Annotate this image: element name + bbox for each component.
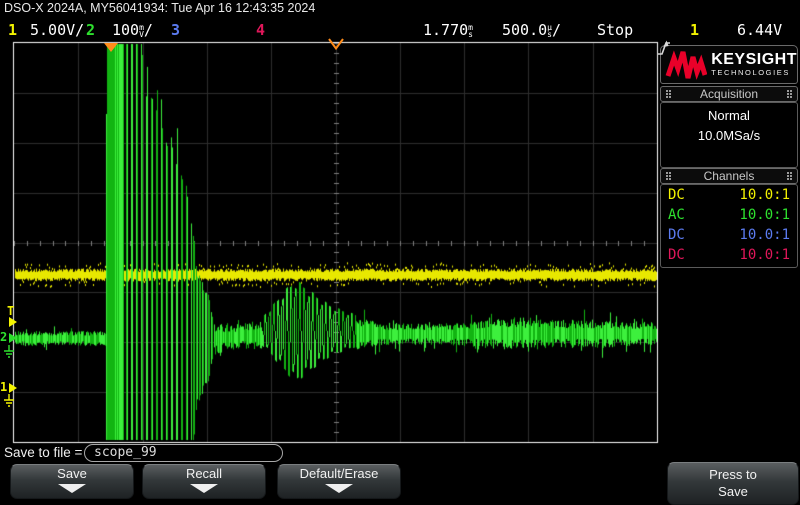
time-reference-marker-icon [328, 38, 344, 51]
ch1-position-arrow-icon [9, 383, 17, 393]
ch4-coupling: DC [668, 247, 685, 263]
default-erase-softkey-label: Default/Erase [299, 466, 379, 481]
trigger-level-label: T [7, 304, 15, 318]
down-arrow-icon [58, 484, 86, 493]
ch2-ground-icon [4, 345, 14, 358]
ch3-coupling: DC [668, 227, 685, 243]
recall-softkey[interactable]: Recall [142, 464, 266, 499]
channel-row-2: AC 10.0:1 [661, 205, 797, 225]
trigger-slope-icon [658, 40, 670, 55]
ch2-coupling: AC [668, 207, 685, 223]
ch1-ground-icon [4, 394, 14, 407]
grip-dots-icon [666, 172, 668, 174]
save-softkey-label: Save [57, 466, 87, 481]
press-to-save-label-line1: Press to [709, 467, 757, 482]
channel-row-1: DC 10.0:1 [661, 185, 797, 205]
trigger-time-marker-icon [104, 43, 118, 52]
acquisition-header: Acquisition [660, 86, 798, 102]
ch3-probe-ratio: 10.0:1 [739, 227, 790, 243]
save-bar: Save to file = scope_99 [0, 443, 800, 463]
down-arrow-icon [325, 484, 353, 493]
channel-row-3: DC 10.0:1 [661, 225, 797, 245]
channels-header-label: Channels [703, 169, 755, 183]
channels-panel: DC 10.0:1 AC 10.0:1 DC 10.0:1 DC 10.0:1 [660, 184, 798, 268]
keysight-logo: KEYSIGHT TECHNOLOGIES [660, 45, 798, 84]
sample-rate: 10.0MSa/s [697, 128, 761, 143]
save-softkey[interactable]: Save [10, 464, 134, 499]
acquisition-panel: Normal 10.0MSa/s [660, 102, 798, 168]
ch1-position-label: 1 [0, 380, 8, 394]
press-to-save-label-line2: Save [718, 484, 748, 499]
press-to-save-softkey[interactable]: Press to Save [667, 462, 799, 505]
ch2-position-label: 2 [0, 330, 8, 344]
ch1-coupling: DC [668, 187, 685, 203]
recall-softkey-label: Recall [185, 466, 223, 481]
trigger-level-arrow-icon [9, 317, 17, 327]
ch4-probe-ratio: 10.0:1 [739, 247, 790, 263]
grip-dots-icon [787, 172, 789, 174]
ch2-probe-ratio: 10.0:1 [739, 207, 790, 223]
ch1-probe-ratio: 10.0:1 [739, 187, 790, 203]
down-arrow-icon [190, 484, 218, 493]
filename-input[interactable]: scope_99 [84, 444, 283, 462]
grip-dots-icon [787, 90, 789, 92]
keysight-spark-icon [665, 49, 708, 80]
acquisition-mode: Normal [708, 108, 750, 123]
grip-dots-icon [666, 90, 668, 92]
brand-subtitle: TECHNOLOGIES [711, 68, 790, 77]
channel-row-4: DC 10.0:1 [661, 245, 797, 265]
default-erase-softkey[interactable]: Default/Erase [277, 464, 401, 499]
save-to-file-label: Save to file = [4, 445, 83, 460]
channels-header: Channels [660, 168, 798, 184]
acquisition-header-label: Acquisition [699, 87, 759, 101]
brand-name: KEYSIGHT [711, 51, 797, 68]
ch2-position-arrow-icon [9, 333, 17, 343]
